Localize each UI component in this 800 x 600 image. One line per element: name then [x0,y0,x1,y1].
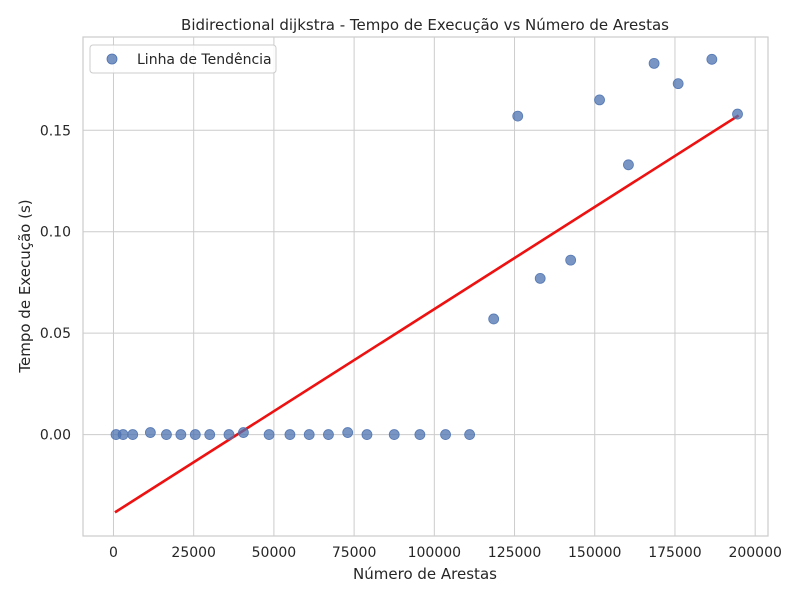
axes-border [82,36,769,537]
data-point [127,429,139,440]
x-tick-label: 25000 [171,545,216,561]
x-tick-label: 150000 [568,545,621,561]
data-point [440,429,451,440]
y-tick-labels: 0.00 0.05 0.10 0.15 [40,123,71,443]
x-tick-label: 75000 [332,545,377,561]
data-point [414,429,426,440]
data-point [117,429,129,440]
data-point [706,53,718,65]
trend-line-layer [114,114,740,514]
data-point [594,94,605,106]
x-tick-label: 50000 [252,545,297,561]
data-point [488,313,500,325]
data-point [189,429,201,440]
x-tick-label: 200000 [728,545,781,561]
data-point [238,427,249,438]
legend: Linha de Tendência [89,44,277,74]
x-tick-label: 175000 [648,545,701,561]
data-point [303,429,315,440]
y-tick-label: 0.00 [40,428,71,444]
data-point [565,254,577,266]
legend-label: Linha de Tendência [137,52,272,68]
data-point [648,57,660,69]
legend-box [89,44,277,74]
x-tick-label: 100000 [408,545,461,561]
chart-title: Bidirectional dijkstra - Tempo de Execuç… [181,16,669,34]
y-tick-label: 0.05 [40,326,71,342]
y-axis-title: Tempo de Execução (s) [16,199,34,373]
x-axis-title: Número de Arestas [353,565,497,583]
data-point [144,427,156,438]
data-point [161,429,172,440]
data-point [512,110,524,122]
data-point [284,429,296,440]
data-point [361,429,373,440]
x-tick-labels: 0 25000 50000 75000 100000 125000 150000 175000… [109,545,782,561]
data-point [223,429,235,440]
data-point [464,429,476,440]
grid [83,37,768,536]
trend-line [114,114,740,514]
y-tick-label: 0.10 [40,225,71,241]
plot-area [83,37,768,536]
data-point [672,78,684,90]
data-point [388,429,400,440]
x-tick-label: 125000 [488,545,541,561]
data-point [263,429,275,440]
x-tick-label: 0 [109,545,118,561]
data-point [204,429,216,440]
data-point [534,272,546,284]
data-point [175,429,187,440]
data-point [623,159,634,171]
plot-frame [82,36,769,537]
y-tick-label: 0.15 [40,123,71,139]
data-point [323,429,334,440]
data-point [342,427,354,438]
scatter-points [110,53,743,440]
data-point [732,108,743,120]
legend-marker [106,53,118,65]
